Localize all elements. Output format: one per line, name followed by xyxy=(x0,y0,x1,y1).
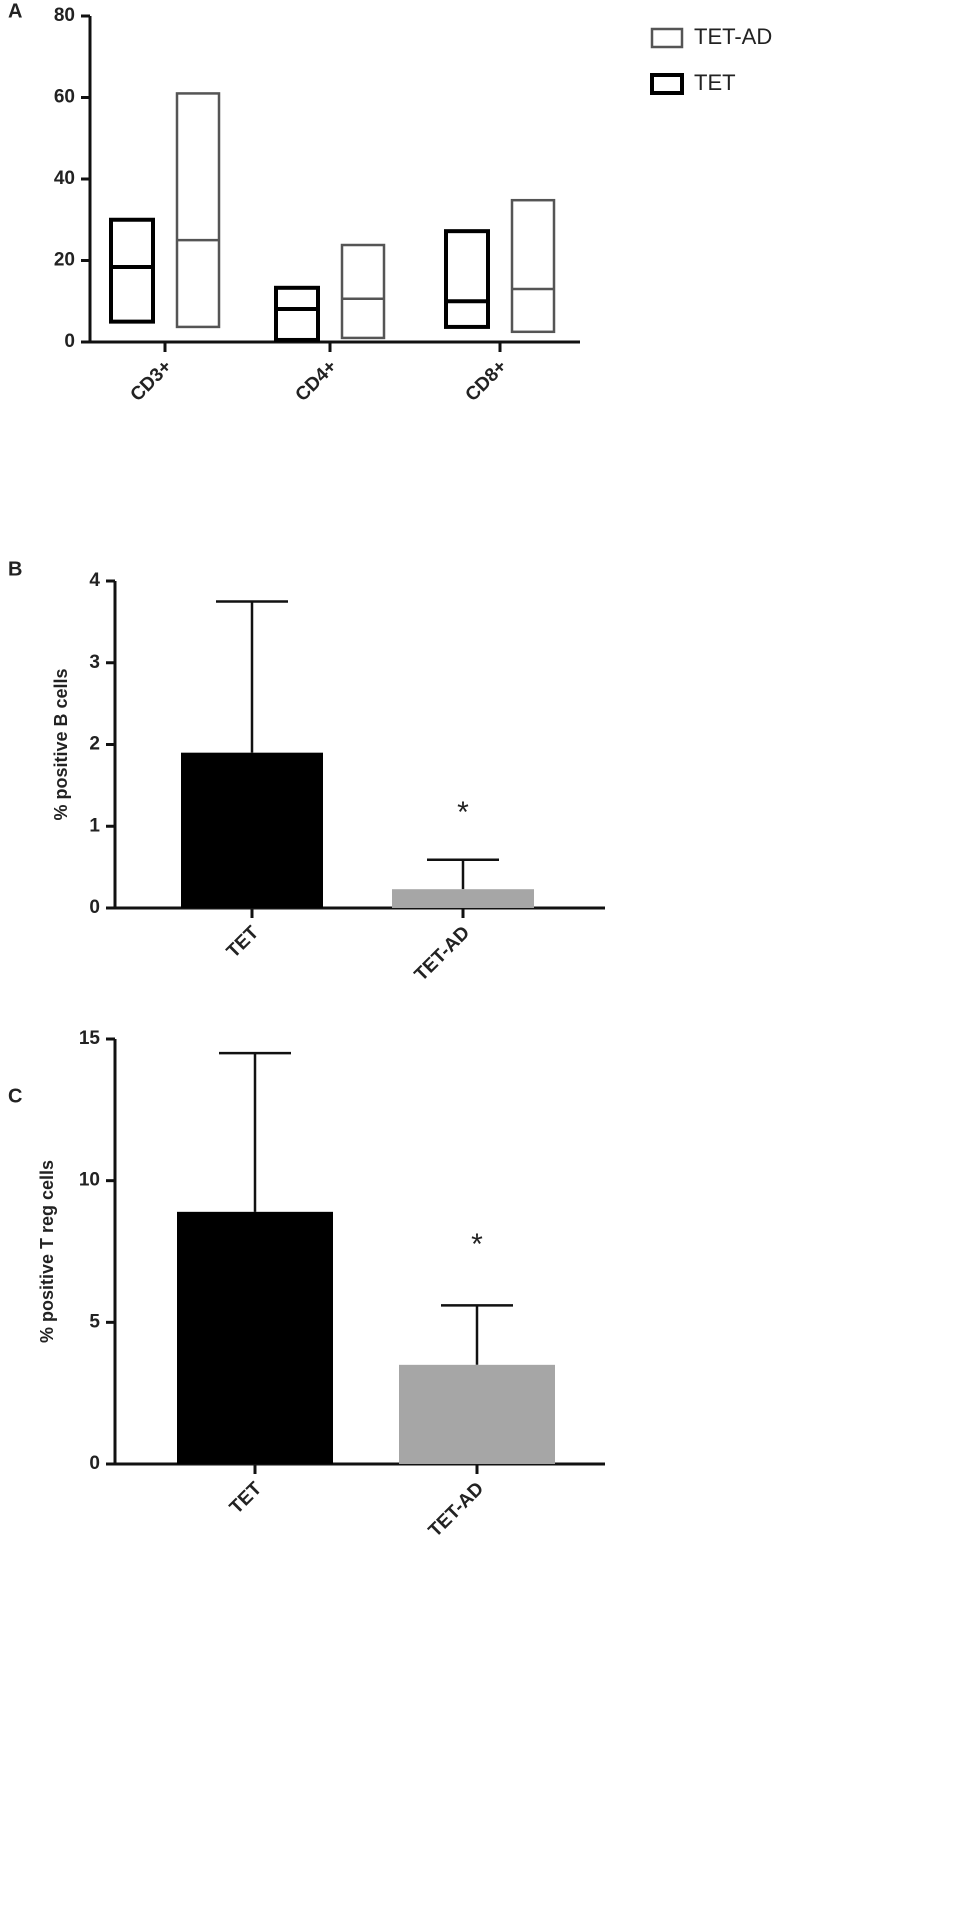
x-tick-label: CD3+ xyxy=(127,356,177,406)
range-box xyxy=(109,217,155,324)
y-axis-title: % positive T reg cells xyxy=(37,1160,57,1343)
x-tick-label: CD4+ xyxy=(292,356,342,406)
x-tick-label: TET xyxy=(223,922,264,963)
significance-mark: * xyxy=(457,796,469,829)
y-tick-label: 80 xyxy=(54,5,75,26)
panel-label: A xyxy=(8,0,22,22)
y-tick-label: 40 xyxy=(54,168,75,189)
legend-swatch xyxy=(650,73,684,95)
bar xyxy=(177,1211,333,1464)
y-tick-label: 5 xyxy=(89,1311,100,1332)
range-box xyxy=(510,198,556,334)
y-tick-label: 4 xyxy=(89,570,100,591)
y-tick-label: 3 xyxy=(89,652,100,673)
y-tick-label: 2 xyxy=(89,734,100,755)
x-tick-label: CD8+ xyxy=(462,356,512,406)
bar xyxy=(399,1364,555,1464)
panel-label: B xyxy=(8,558,22,580)
legend-swatch xyxy=(650,27,684,49)
range-box xyxy=(340,243,386,340)
range-box xyxy=(274,285,320,342)
panel-label: C xyxy=(8,1085,22,1107)
legend-label: TET xyxy=(694,70,736,95)
y-axis-title: % positive B cells xyxy=(51,668,71,820)
y-tick-label: 0 xyxy=(64,331,75,352)
x-tick-label: TET-AD xyxy=(425,1478,488,1541)
range-box xyxy=(175,92,221,329)
y-tick-label: 20 xyxy=(54,250,75,271)
y-tick-label: 15 xyxy=(79,1028,101,1049)
bar xyxy=(181,752,323,908)
significance-mark: * xyxy=(471,1228,483,1261)
x-tick-label: TET xyxy=(226,1478,267,1519)
x-tick-label: TET-AD xyxy=(411,922,474,985)
y-tick-label: 0 xyxy=(89,1453,100,1474)
legend-label: TET-AD xyxy=(694,24,772,49)
y-tick-label: 0 xyxy=(89,897,100,918)
y-tick-label: 10 xyxy=(79,1170,100,1191)
y-tick-label: 1 xyxy=(89,815,100,836)
bar xyxy=(392,889,534,908)
y-tick-label: 60 xyxy=(54,87,75,108)
range-box xyxy=(444,229,490,329)
